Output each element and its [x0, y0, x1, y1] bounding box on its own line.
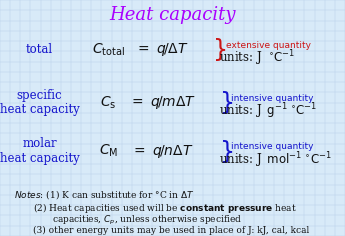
Text: heat capacity: heat capacity — [0, 103, 80, 116]
Text: $\}$: $\}$ — [212, 36, 226, 63]
Text: $C_{\mathrm{s}}$: $C_{\mathrm{s}}$ — [100, 94, 117, 111]
Text: $\}$: $\}$ — [219, 89, 233, 116]
Text: $\}$: $\}$ — [219, 138, 233, 164]
Text: $C_{\mathrm{M}}$: $C_{\mathrm{M}}$ — [99, 143, 118, 159]
Text: extensive quantity: extensive quantity — [226, 41, 311, 50]
Text: units: J $\,\mathrm{mol}^{-1}\,^\circ\!\mathrm{C}^{-1}$: units: J $\,\mathrm{mol}^{-1}\,^\circ\!\… — [219, 150, 332, 170]
Text: intensive quantity: intensive quantity — [231, 142, 314, 151]
Text: molar: molar — [22, 137, 57, 151]
Text: $\mathit{Notes}$: (1) K can substitute for °C in $\Delta T$: $\mathit{Notes}$: (1) K can substitute f… — [14, 188, 194, 201]
Text: (2) Heat capacities used will be $\mathbf{constant\ pressure}$ heat: (2) Heat capacities used will be $\mathb… — [33, 201, 297, 215]
Text: $C_{\mathrm{total}}$: $C_{\mathrm{total}}$ — [92, 41, 125, 58]
Text: $=\ q\!/n\Delta T$: $=\ q\!/n\Delta T$ — [131, 143, 193, 160]
Text: Heat capacity: Heat capacity — [109, 6, 236, 24]
Text: specific: specific — [17, 89, 62, 102]
Text: capacities, $C_p$, unless otherwise specified: capacities, $C_p$, unless otherwise spec… — [52, 214, 242, 227]
Text: heat capacity: heat capacity — [0, 152, 80, 165]
Text: (3) other energy units may be used in place of J: kJ, cal, kcal: (3) other energy units may be used in pl… — [33, 226, 309, 236]
Text: $=\ q\!/\Delta T$: $=\ q\!/\Delta T$ — [135, 41, 189, 58]
Text: $=\ q\!/m\Delta T$: $=\ q\!/m\Delta T$ — [129, 94, 196, 111]
Text: intensive quantity: intensive quantity — [231, 94, 314, 103]
Text: units: J $\,^\circ\!\mathrm{C}^{-1}$: units: J $\,^\circ\!\mathrm{C}^{-1}$ — [219, 48, 295, 68]
Text: units: J $\,\mathrm{g}^{-1}\,^\circ\!\mathrm{C}^{-1}$: units: J $\,\mathrm{g}^{-1}\,^\circ\!\ma… — [219, 101, 317, 121]
Text: total: total — [26, 43, 53, 56]
